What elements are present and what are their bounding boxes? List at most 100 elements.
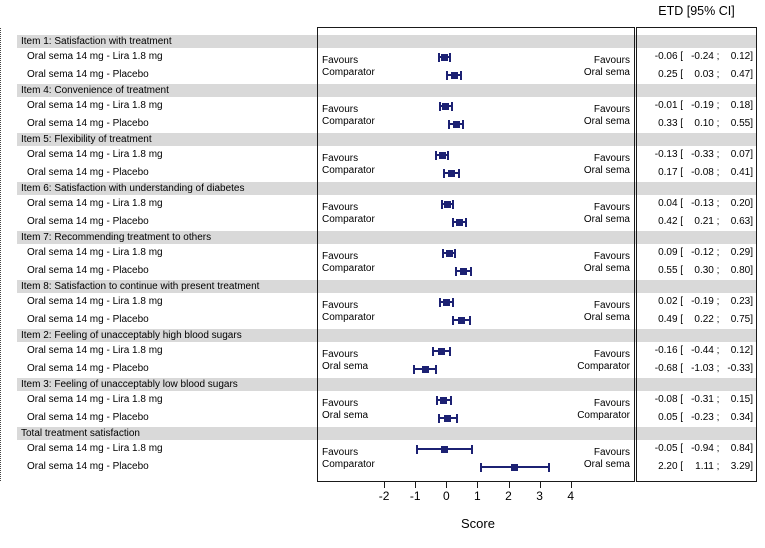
ci-cap [413,364,416,374]
ci-cap [452,297,455,307]
x-axis-tick [570,482,572,488]
estimate-marker [421,365,429,373]
ci-cap [449,346,452,356]
etd-value: 0.09 [ -0.12 ; 0.29] [650,244,753,262]
x-axis-tick-label: -2 [378,489,390,503]
ci-cap [547,462,550,472]
estimate-marker [453,120,461,128]
section-band [17,84,757,97]
row-label: Oral sema 14 mg - Lira 1.8 mg [27,198,163,209]
estimate-marker [458,316,466,324]
row-label: Oral sema 14 mg - Placebo [27,216,149,227]
estimate-marker [459,267,467,275]
etd-estimate: 0.02 [658,296,678,307]
ci-cap [449,52,452,62]
row-label: Oral sema 14 mg - Placebo [27,265,149,276]
section-band [17,280,757,293]
x-axis-tick [384,482,386,488]
favours-left-label: Favours Comparator [322,447,375,470]
row-label: Oral sema 14 mg - Lira 1.8 mg [27,247,163,258]
section-header-label: Item 2: Feeling of unacceptably high blo… [21,330,242,341]
favours-left-label: Favours Oral sema [322,349,369,372]
etd-ci-upper: 0.55 [730,118,751,129]
x-axis-tick [446,482,448,488]
etd-value: 0.05 [ -0.23 ; 0.34] [650,409,753,427]
ci-cap [451,217,454,227]
row-label: Oral sema 14 mg - Lira 1.8 mg [27,100,163,111]
etd-ci-upper: 0.84 [730,443,751,454]
row-label: Oral sema 14 mg - Placebo [27,363,149,374]
etd-value: -0.16 [ -0.44 ; 0.12] [650,342,753,360]
etd-estimate: 2.20 [658,461,678,472]
section-header-label: Item 8: Satisfaction to continue with pr… [21,281,260,292]
etd-ci-lower: -0.19 [691,296,714,307]
etd-ci-upper: 0.29 [730,247,751,258]
favours-left-label: Favours Comparator [322,251,375,274]
etd-ci-lower: -0.44 [691,345,714,356]
ci-cap [479,462,482,472]
ci-cap [459,70,462,80]
ci-cap [439,297,442,307]
section-header-label: Item 5: Flexibility of treatment [21,134,152,145]
etd-ci-upper: 0.80 [730,265,751,276]
row-label: Oral sema 14 mg - Lira 1.8 mg [27,443,163,454]
etd-ci-upper: 0.07 [730,149,751,160]
x-axis-tick [477,482,479,488]
favours-left-label: Favours Comparator [322,153,375,176]
etd-value: 0.49 [ 0.22 ; 0.75] [650,311,753,329]
etd-column-header: ETD [95% CI] [658,4,735,18]
row-label: Oral sema 14 mg - Placebo [27,314,149,325]
section-band [17,378,757,391]
favours-left-label: Favours Comparator [322,55,375,78]
favours-left-label: Favours Oral sema [322,398,369,421]
section-band [17,329,757,342]
etd-ci-upper: 0.63 [730,216,751,227]
row-label: Oral sema 14 mg - Placebo [27,69,149,80]
etd-estimate: 0.09 [658,247,678,258]
favours-right-label: Favours Comparator [577,349,630,372]
favours-right-label: Favours Oral sema [583,153,630,176]
etd-value: -0.06 [ -0.24 ; 0.12] [650,48,753,66]
etd-ci-upper: 0.12 [730,345,751,356]
favours-right-label: Favours Comparator [577,398,630,421]
ci-cap [452,315,455,325]
row-label: Oral sema 14 mg - Lira 1.8 mg [27,296,163,307]
etd-estimate: -0.13 [654,149,678,160]
x-axis-tick-label: -1 [409,489,421,503]
ci-cap [470,266,473,276]
etd-ci-lower: -0.33 [691,149,714,160]
estimate-marker [441,445,449,453]
favours-left-label: Favours Comparator [322,300,375,323]
estimate-marker [438,151,446,159]
ci-cap [468,315,471,325]
etd-estimate: -0.06 [654,51,678,62]
estimate-marker [440,53,448,61]
etd-value: 2.20 [ 1.11 ; 3.29] [650,458,753,476]
etd-value: -0.08 [ -0.31 ; 0.15] [650,391,753,409]
etd-value: 0.25 [ 0.03 ; 0.47] [650,66,753,84]
favours-right-label: Favours Oral sema [583,104,630,127]
etd-value: 0.33 [ 0.10 ; 0.55] [650,115,753,133]
ci-cap [441,199,444,209]
etd-estimate: 0.05 [658,412,678,423]
estimate-marker [437,347,445,355]
ci-cap [438,413,441,423]
zero-reference-line [0,28,1,481]
etd-ci-upper: 0.12 [730,51,751,62]
etd-ci-lower: -1.03 [691,363,714,374]
section-header-label: Item 1: Satisfaction with treatment [21,36,172,47]
etd-ci-lower: 0.22 [694,314,714,325]
etd-estimate: 0.42 [658,216,678,227]
etd-ci-upper: 0.23 [730,296,751,307]
ci-cap [416,444,419,454]
favours-left-label: Favours Comparator [322,202,375,225]
section-header-label: Item 6: Satisfaction with understanding … [21,183,245,194]
etd-ci-lower: 0.21 [694,216,714,227]
etd-estimate: 0.04 [658,198,678,209]
etd-value: -0.05 [ -0.94 ; 0.84] [650,440,753,458]
etd-value: 0.04 [ -0.13 ; 0.20] [650,195,753,213]
etd-ci-upper: 0.20 [730,198,751,209]
row-label: Oral sema 14 mg - Lira 1.8 mg [27,394,163,405]
estimate-marker [455,218,463,226]
